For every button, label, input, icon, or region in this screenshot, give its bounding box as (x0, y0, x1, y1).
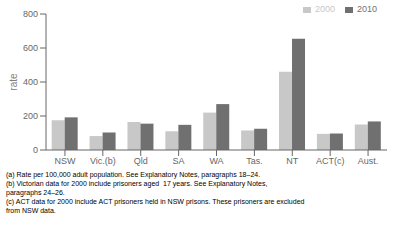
html-text:2000: 2000 (314, 4, 335, 14)
html-text:(a) Rate per 100,000 adult pop: (a) Rate per 100,000 adult population. S… (6, 171, 261, 178)
svg-text:NT: NT (286, 156, 298, 166)
svg-text:0: 0 (33, 145, 38, 155)
svg-text:ACT(c): ACT(c) (316, 156, 345, 166)
html-text:paragraphs 24–26.: paragraphs 24–26. (6, 189, 65, 197)
svg-text:Qld: Qld (134, 156, 148, 166)
html-text:2010: 2010 (357, 4, 377, 14)
svg-text:NSW: NSW (54, 156, 76, 166)
svg-text:SA: SA (173, 156, 185, 166)
html-text:from NSW data.: from NSW data. (6, 207, 56, 215)
svg-text:200: 200 (23, 111, 38, 121)
svg-text:WA: WA (209, 156, 223, 166)
svg-text:600: 600 (23, 43, 38, 53)
html-text:(c) ACT data for 2000 include: (c) ACT data for 2000 include ACT prison… (6, 198, 305, 206)
svg-text:800: 800 (23, 9, 38, 19)
svg-text:Aust.: Aust. (358, 156, 379, 166)
svg-text:400: 400 (23, 77, 38, 87)
svg-text:rate: rate (8, 73, 19, 91)
svg-text:Vic.(b): Vic.(b) (90, 156, 116, 166)
html-text:(b) Victorian data for 2000 in: (b) Victorian data for 2000 include pris… (6, 180, 268, 188)
svg-text:Tas.: Tas. (246, 156, 263, 166)
